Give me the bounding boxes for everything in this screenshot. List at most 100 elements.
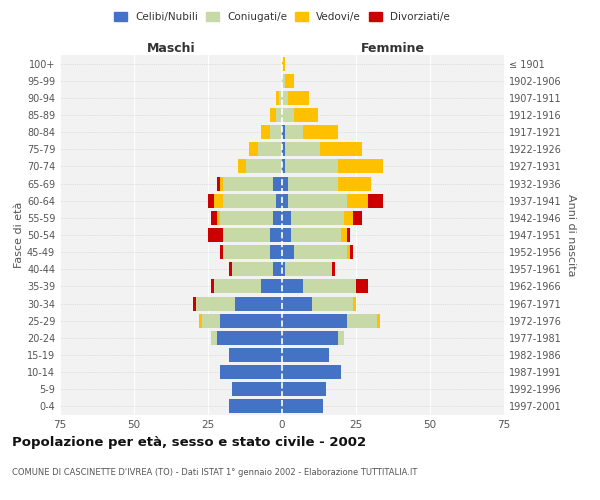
Bar (270, 108, 276, 122)
Bar (282, 194, 288, 207)
Bar (282, 211, 291, 225)
Bar (282, 74, 285, 88)
Bar (276, 91, 279, 105)
Bar (368, 194, 383, 207)
Bar (353, 296, 356, 310)
Bar (276, 194, 282, 207)
Bar (223, 176, 273, 190)
Bar (211, 331, 217, 345)
Bar (282, 280, 303, 293)
Bar (338, 160, 383, 173)
Bar (341, 228, 347, 242)
Bar (353, 211, 362, 225)
Bar (338, 331, 344, 345)
Bar (196, 296, 235, 310)
Bar (199, 314, 202, 328)
Bar (223, 228, 270, 242)
Bar (285, 262, 332, 276)
Bar (347, 228, 350, 242)
Bar (235, 296, 282, 310)
Bar (282, 125, 285, 139)
Bar (285, 160, 338, 173)
Bar (344, 211, 353, 225)
Bar (356, 280, 368, 293)
Bar (217, 211, 220, 225)
Bar (303, 280, 356, 293)
Bar (238, 160, 247, 173)
Y-axis label: Anni di nascita: Anni di nascita (566, 194, 575, 276)
Text: COMUNE DI CASCINETTE D'IVREA (TO) - Dati ISTAT 1° gennaio 2002 - Elaborazione TU: COMUNE DI CASCINETTE D'IVREA (TO) - Dati… (12, 468, 418, 477)
Bar (250, 142, 259, 156)
Bar (282, 176, 288, 190)
Bar (208, 228, 223, 242)
Bar (214, 280, 261, 293)
Bar (288, 91, 308, 105)
Bar (282, 314, 347, 328)
Bar (282, 245, 294, 259)
Bar (377, 314, 380, 328)
Bar (232, 262, 273, 276)
Bar (270, 228, 282, 242)
Bar (220, 365, 282, 379)
Bar (320, 142, 362, 156)
Bar (338, 176, 371, 190)
Bar (282, 91, 288, 105)
Bar (347, 314, 377, 328)
Bar (273, 211, 282, 225)
Bar (282, 348, 329, 362)
Bar (282, 365, 341, 379)
Bar (282, 400, 323, 413)
Bar (285, 125, 303, 139)
Bar (288, 176, 338, 190)
Bar (270, 245, 282, 259)
Bar (282, 56, 285, 70)
Bar (217, 331, 282, 345)
Bar (261, 125, 270, 139)
Bar (282, 331, 338, 345)
Bar (232, 382, 282, 396)
Bar (350, 245, 353, 259)
Bar (217, 176, 220, 190)
Bar (261, 280, 282, 293)
Bar (279, 91, 282, 105)
Bar (211, 211, 217, 225)
Bar (229, 262, 232, 276)
Bar (270, 125, 282, 139)
Bar (282, 142, 285, 156)
Legend: Celibi/Nubili, Coniugati/e, Vedovi/e, Divorziati/e: Celibi/Nubili, Coniugati/e, Vedovi/e, Di… (110, 8, 454, 26)
Bar (220, 176, 223, 190)
Bar (303, 125, 338, 139)
Bar (291, 211, 344, 225)
Bar (282, 382, 326, 396)
Text: Femmine: Femmine (361, 42, 425, 55)
Bar (208, 194, 214, 207)
Bar (347, 245, 350, 259)
Bar (332, 262, 335, 276)
Bar (229, 348, 282, 362)
Bar (211, 280, 214, 293)
Y-axis label: Fasce di età: Fasce di età (14, 202, 24, 268)
Bar (220, 314, 282, 328)
Bar (282, 296, 311, 310)
Bar (285, 142, 320, 156)
Bar (285, 74, 294, 88)
Bar (288, 194, 347, 207)
Bar (193, 296, 196, 310)
Bar (273, 262, 282, 276)
Bar (282, 262, 285, 276)
Bar (282, 108, 294, 122)
Bar (247, 160, 282, 173)
Bar (229, 400, 282, 413)
Bar (282, 160, 285, 173)
Bar (259, 142, 282, 156)
Bar (282, 228, 291, 242)
Bar (223, 194, 276, 207)
Bar (294, 245, 347, 259)
Bar (276, 108, 282, 122)
Text: Maschi: Maschi (146, 42, 196, 55)
Bar (347, 194, 368, 207)
Bar (291, 228, 341, 242)
Bar (202, 314, 220, 328)
Bar (311, 296, 353, 310)
Bar (214, 194, 223, 207)
